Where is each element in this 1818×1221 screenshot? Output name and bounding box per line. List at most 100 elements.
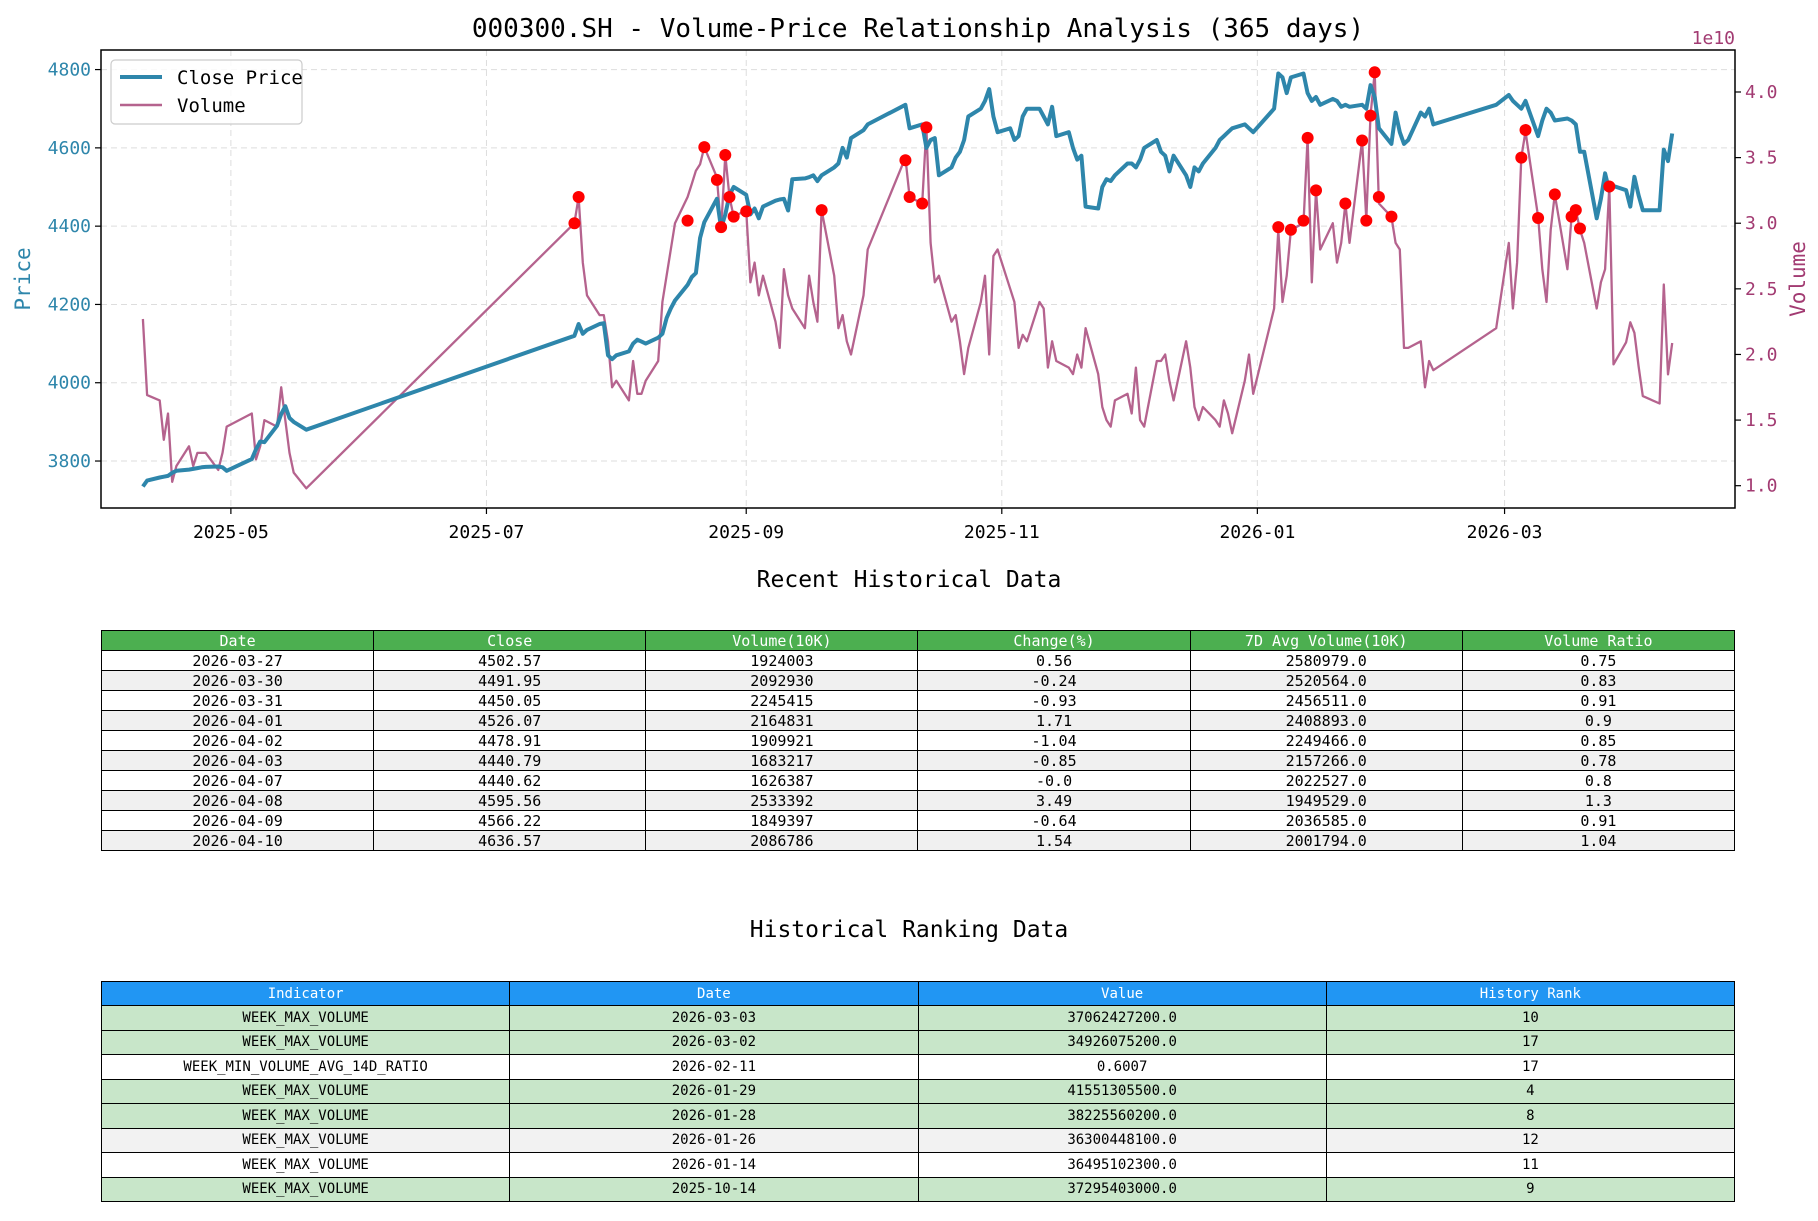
table-cell: 10: [1325, 1005, 1736, 1031]
table-cell: 36300448100.0: [917, 1127, 1327, 1153]
recent-col-header: Change(%): [917, 630, 1191, 651]
y-tick-label: 4800: [48, 60, 91, 81]
table-cell: 2026-04-08: [100, 790, 375, 811]
table-row: WEEK_MAX_VOLUME 2026-01-26 36300448100.0 12: [100, 1127, 1736, 1153]
y2-exponent-label: 1e10: [1692, 28, 1735, 49]
table-cell: 1924003: [645, 650, 919, 671]
table-cell: -0.93: [917, 690, 1191, 711]
volume-spike-marker: [719, 148, 732, 161]
table-cell: 0.78: [1461, 750, 1736, 771]
y2-tick-label: 2.0: [1745, 344, 1778, 365]
table-row: WEEK_MAX_VOLUME 2026-03-03 37062427200.0 10: [100, 1005, 1736, 1031]
volume-spike-marker: [568, 217, 581, 230]
volume-spike-marker: [916, 197, 929, 210]
x-tick-label: 2025-05: [193, 522, 269, 543]
table-cell: 2026-03-27: [100, 650, 375, 671]
ranking-col-header: Value: [917, 981, 1327, 1006]
legend-volume-label: Volume: [177, 95, 246, 117]
volume-spike-marker: [681, 214, 694, 227]
table-cell: -0.0: [917, 770, 1191, 791]
table-row: 2026-04-10 4636.57 2086786 1.54 2001794.0 1.0…: [100, 830, 1736, 851]
y2-tick-label: 1.0: [1745, 476, 1778, 497]
table-cell: 2026-04-03: [100, 750, 375, 771]
table-cell: WEEK_MIN_VOLUME_AVG_14D_RATIO: [100, 1054, 511, 1080]
table-row: 2026-04-08 4595.56 2533392 3.49 1949529.0 1.3: [100, 790, 1736, 811]
table-cell: 36495102300.0: [917, 1152, 1327, 1178]
table-cell: 2026-01-14: [509, 1152, 919, 1178]
table-cell: 34926075200.0: [917, 1029, 1327, 1055]
volume-line: [141, 71, 1674, 490]
table-row: WEEK_MAX_VOLUME 2026-01-14 36495102300.0 11: [100, 1152, 1736, 1178]
volume-spike-marker: [1297, 214, 1310, 227]
table-cell: -0.64: [917, 810, 1191, 831]
volume-spike-marker: [1569, 204, 1582, 217]
table-cell: 2036585.0: [1189, 810, 1463, 831]
table-cell: 1626387: [645, 770, 919, 791]
volume-spike-marker: [899, 154, 912, 167]
y-tick-label: 4600: [48, 138, 91, 159]
table-cell: WEEK_MAX_VOLUME: [100, 1103, 511, 1129]
volume-spike-marker: [1356, 134, 1369, 147]
y2-tick-label: 3.5: [1745, 148, 1778, 169]
table-cell: 2164831: [645, 710, 919, 731]
table-cell: 4478.91: [373, 730, 647, 751]
table-row: 2026-04-02 4478.91 1909921 -1.04 2249466.0 0.…: [100, 730, 1736, 751]
volume-spike-marker: [723, 190, 736, 203]
volume-spike-marker: [1519, 124, 1532, 137]
table-cell: -0.85: [917, 750, 1191, 771]
recent-col-header: Close: [373, 630, 647, 651]
table-cell: WEEK_MAX_VOLUME: [100, 1005, 511, 1031]
table-cell: 2092930: [645, 670, 919, 691]
ranking-col-header: Indicator: [100, 981, 511, 1006]
ranking-col-header: Date: [509, 981, 919, 1006]
table-row: WEEK_MAX_VOLUME 2026-01-28 38225560200.0 8: [100, 1103, 1736, 1129]
table-cell: WEEK_MAX_VOLUME: [100, 1176, 511, 1202]
volume-spike-marker: [1272, 221, 1285, 234]
legend-price-label: Close Price: [177, 67, 303, 89]
table-cell: 2249466.0: [1189, 730, 1463, 751]
table-cell: 0.8: [1461, 770, 1736, 791]
volume-spike-marker: [920, 121, 933, 134]
table-cell: 0.85: [1461, 730, 1736, 751]
volume-spike-marker: [903, 190, 916, 203]
table-cell: 2025-10-14: [509, 1176, 919, 1202]
table-cell: 2086786: [645, 830, 919, 851]
volume-spike-marker: [715, 221, 728, 234]
x-tick-label: 2026-01: [1219, 522, 1295, 543]
table-cell: 4526.07: [373, 710, 647, 731]
table-row: 2026-04-01 4526.07 2164831 1.71 2408893.0 0.9: [100, 710, 1736, 731]
table-cell: 4450.05: [373, 690, 647, 711]
volume-spike-marker: [710, 173, 723, 186]
y2-tick-label: 3.0: [1745, 213, 1778, 234]
x-tick-label: 2025-09: [708, 522, 784, 543]
table-cell: 1949529.0: [1189, 790, 1463, 811]
recent-col-header: Volume(10K): [645, 630, 919, 651]
table-cell: 4491.95: [373, 670, 647, 691]
volume-spike-marker: [1360, 214, 1373, 227]
table-cell: 1849397: [645, 810, 919, 831]
table-cell: 2026-02-11: [509, 1054, 919, 1080]
y-tick-label: 4000: [48, 373, 91, 394]
table-cell: 0.75: [1461, 650, 1736, 671]
table-cell: 3.49: [917, 790, 1191, 811]
table-cell: 2026-04-02: [100, 730, 375, 751]
table-cell: 2026-01-26: [509, 1127, 919, 1153]
table-cell: 2026-03-31: [100, 690, 375, 711]
table-row: 2026-04-07 4440.62 1626387 -0.0 2022527.0 0.8: [100, 770, 1736, 791]
table-row: 2026-03-31 4450.05 2245415 -0.93 2456511.0 0.…: [100, 690, 1736, 711]
table-cell: 1.54: [917, 830, 1191, 851]
table-cell: 2026-03-02: [509, 1029, 919, 1055]
table-cell: 9: [1325, 1176, 1736, 1202]
table-cell: 0.83: [1461, 670, 1736, 691]
y2-axis-label: Volume: [1786, 241, 1810, 317]
y2-tick-label: 2.5: [1745, 279, 1778, 300]
table-cell: WEEK_MAX_VOLUME: [100, 1152, 511, 1178]
table-cell: 2456511.0: [1189, 690, 1463, 711]
table-row: 2026-04-09 4566.22 1849397 -0.64 2036585.0 0.…: [100, 810, 1736, 831]
y-tick-label: 4400: [48, 216, 91, 237]
volume-spike-marker: [1532, 211, 1545, 224]
table-cell: 4440.62: [373, 770, 647, 791]
table-cell: 2026-04-07: [100, 770, 375, 791]
x-tick-label: 2025-11: [964, 522, 1040, 543]
